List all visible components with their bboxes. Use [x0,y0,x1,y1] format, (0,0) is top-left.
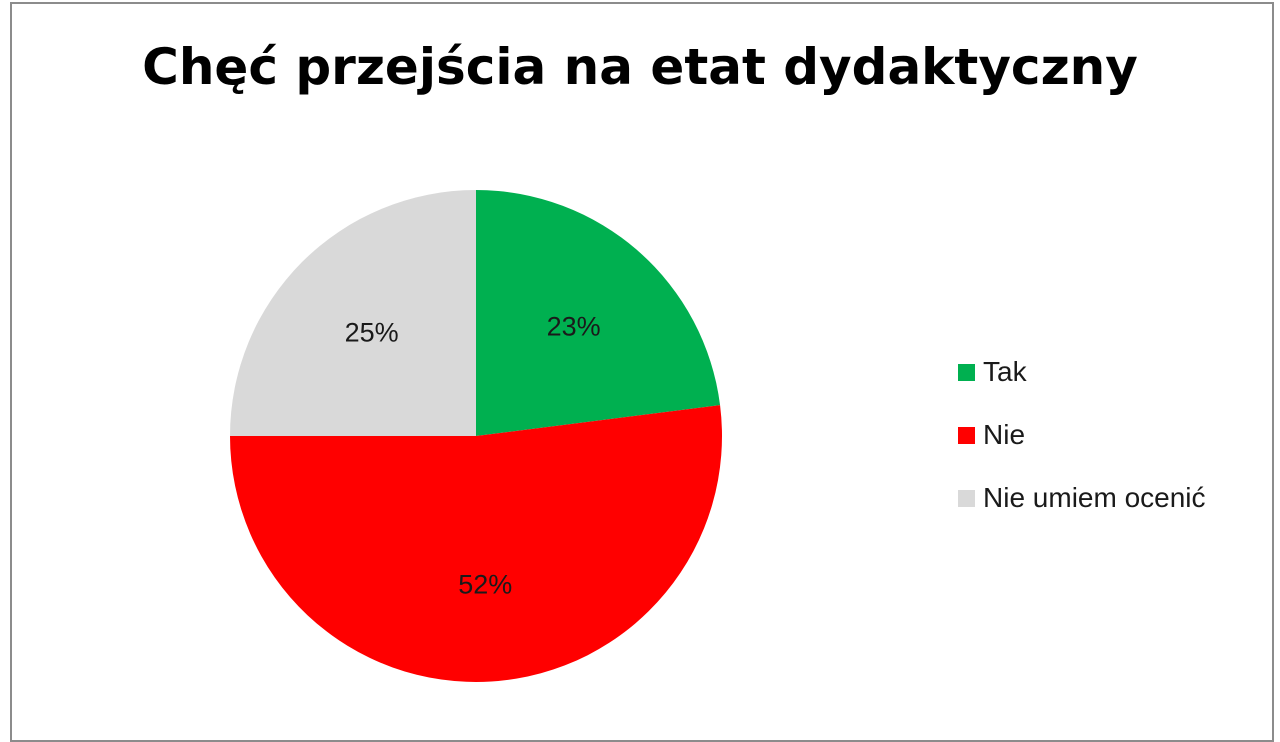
pie-labels: 23% 52% 25% [345,311,601,599]
pie-chart: 23% 52% 25% [229,190,722,682]
pie-slice-tak [476,190,721,436]
legend-item-nie: Nie [958,415,1206,455]
pie-slices [229,190,722,682]
legend-item-tak: Tak [958,352,1206,392]
legend-label-nie-umiem-ocenic: Nie umiem ocenić [983,482,1206,513]
chart-legend: Tak Nie Nie umiem ocenić [958,352,1206,541]
slice-label-tak: 23% [547,311,601,341]
chart-title: Chęć przejścia na etat dydaktyczny [142,38,1138,96]
slice-label-nie: 52% [458,569,512,599]
pie-slice-nie [229,405,722,682]
slice-label-nie-umiem-ocenic: 25% [345,318,399,348]
legend-swatch-nie-umiem-ocenic [958,489,975,507]
pie-slice-nie-umiem-ocenic [230,190,476,436]
legend-swatch-tak [958,363,975,381]
legend-label-tak: Tak [983,356,1027,387]
legend-label-nie: Nie [983,419,1026,450]
legend-swatch-nie [958,426,975,444]
legend-item-nie-umiem-ocenic: Nie umiem ocenić [958,478,1206,518]
